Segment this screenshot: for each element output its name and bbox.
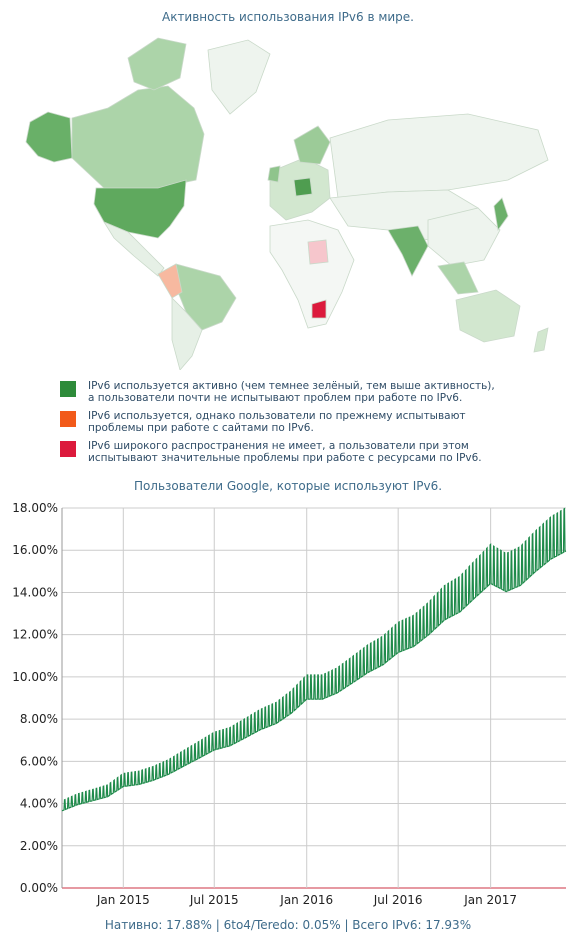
x-tick-label: Jan 2017 [463, 893, 517, 907]
country-alaska [25, 111, 73, 163]
region-africa [269, 219, 355, 329]
legend-text: IPv6 используется, однако пользователи п… [88, 410, 466, 434]
legend-text: IPv6 используется активно (чем темнее зе… [88, 380, 495, 404]
country-india [387, 225, 429, 277]
country-russia [329, 113, 549, 199]
legend-swatch-green [60, 381, 76, 397]
world-map [25, 37, 549, 370]
country-germany [293, 177, 313, 197]
x-tick-label: Jul 2016 [373, 893, 423, 907]
x-tick-label: Jan 2015 [96, 893, 150, 907]
country-south-cone [171, 297, 203, 370]
x-axis-ticks: Jan 2015 Jul 2015 Jan 2016 Jul 2016 Jan 2017 [96, 893, 517, 907]
y-tick-label: 14.00% [12, 585, 58, 599]
y-tick-label: 6.00% [20, 754, 58, 768]
y-tick-label: 16.00% [12, 543, 58, 557]
country-usa [93, 179, 187, 239]
country-new-zealand [533, 327, 549, 353]
stats-footer: Нативно: 17.88% | 6to4/Teredo: 0.05% | В… [104, 918, 472, 932]
y-tick-label: 2.00% [20, 839, 58, 853]
legend-swatch-orange [60, 411, 76, 427]
country-canada [71, 85, 205, 189]
region-southeast-asia [437, 261, 479, 295]
y-tick-label: 18.00% [12, 501, 58, 515]
y-tick-label: 0.00% [20, 881, 58, 895]
country-zimbabwe [311, 299, 327, 319]
y-tick-label: 12.00% [12, 628, 58, 642]
country-australia [455, 289, 521, 343]
x-tick-label: Jul 2015 [189, 893, 239, 907]
x-tick-label: Jan 2016 [279, 893, 333, 907]
country-arctic-islands [127, 37, 187, 91]
chart-title: Пользователи Google, которые используют … [133, 479, 443, 493]
country-peru [157, 263, 183, 299]
legend-text: IPv6 широкого распространения не имеет, … [88, 440, 482, 464]
series-line [61, 507, 567, 812]
country-uk [267, 165, 281, 183]
country-greenland [207, 39, 271, 115]
y-tick-label: 4.00% [20, 797, 58, 811]
legend-problems: IPv6 используется, однако пользователи п… [60, 410, 560, 440]
legend-active: IPv6 используется активно (чем темнее зе… [60, 380, 560, 410]
y-axis-ticks: 0.00% 2.00% 4.00% 6.00% 8.00% 10.00% 12.00% 14.… [12, 501, 58, 895]
ipv6-adoption-chart: 0.00% 2.00% 4.00% 6.00% 8.00% 10.00% 12.00% 14.… [12, 501, 567, 907]
country-nigeria [307, 239, 329, 265]
y-tick-label: 8.00% [20, 712, 58, 726]
country-japan [493, 197, 509, 232]
legend-severe: IPv6 широкого распространения не имеет, … [60, 440, 560, 470]
y-tick-label: 10.00% [12, 670, 58, 684]
country-scandinavia [293, 125, 331, 165]
map-title: Активность использования IPv6 в мире. [161, 10, 414, 24]
grid [61, 507, 566, 889]
country-brazil [175, 263, 237, 331]
legend-swatch-red [60, 441, 76, 457]
continents [25, 37, 549, 370]
